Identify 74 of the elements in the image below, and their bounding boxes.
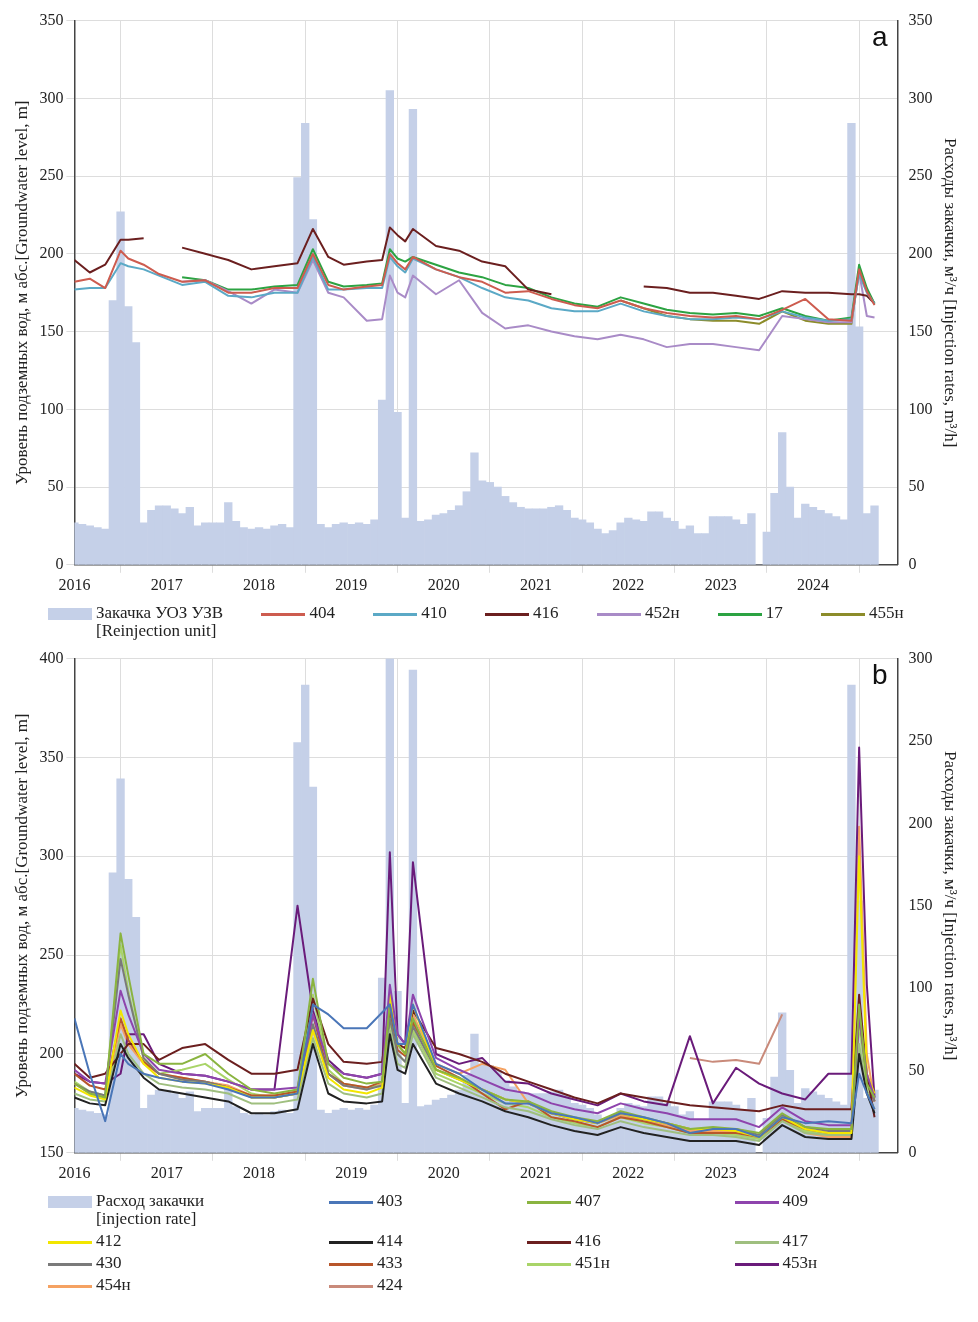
y-tick-label: 350 [39, 747, 64, 765]
y2-tick-label: 300 [908, 648, 933, 666]
x-tick-label: 2018 [243, 575, 276, 593]
y-tick-label: 200 [39, 1044, 64, 1062]
x-tick-label: 2019 [335, 575, 368, 593]
x-tick-label: 2024 [796, 1163, 829, 1181]
legend-label: 410 [421, 603, 447, 622]
legend-label: 454н [96, 1275, 131, 1294]
y-tick-label: 250 [39, 945, 64, 963]
legend-label: 17 [765, 603, 783, 622]
y2-axis-title: Расходы закачки, м³/ч [Injection rates, m³/h] [941, 137, 961, 448]
y2-tick-label: 200 [908, 813, 933, 831]
y2-tick-label: 0 [908, 1143, 917, 1160]
y2-tick-label: 150 [908, 321, 933, 339]
legend-label: Закачка УОЗ УЗВ [Reinjection unit] [96, 603, 224, 640]
legend-label: Расход закачки [injection rate] [96, 1191, 205, 1228]
y-tick-label: 350 [39, 10, 64, 28]
y2-tick-label: 200 [908, 244, 933, 262]
y2-tick-label: 350 [908, 10, 933, 28]
x-tick-label: 2024 [796, 575, 829, 593]
y-tick-label: 200 [39, 244, 64, 262]
x-tick-label: 2018 [243, 1163, 276, 1181]
y2-tick-label: 100 [908, 399, 933, 417]
x-tick-label: 2020 [427, 575, 460, 593]
y-tick-label: 150 [39, 1143, 64, 1160]
y2-tick-label: 150 [908, 895, 933, 913]
legend-label: 404 [309, 603, 335, 622]
legend-label: 452н [644, 603, 680, 622]
y2-tick-label: 0 [908, 555, 917, 572]
x-tick-label: 2022 [612, 1163, 645, 1181]
x-tick-label: 2017 [150, 575, 183, 593]
y-tick-label: 300 [39, 846, 64, 864]
x-tick-label: 2023 [704, 575, 737, 593]
legend-label: 414 [376, 1231, 403, 1250]
x-tick-label: 2021 [520, 1163, 553, 1181]
legend-label: 433 [376, 1253, 403, 1272]
legend-label: 424 [376, 1275, 403, 1294]
y-tick-label: 0 [55, 555, 64, 572]
legend-label: 430 [96, 1253, 122, 1272]
y-tick-label: 50 [47, 477, 64, 495]
x-tick-label: 2023 [704, 1163, 737, 1181]
legend-label: 409 [782, 1191, 809, 1210]
x-tick-label: 2019 [335, 1163, 368, 1181]
y2-tick-label: 100 [908, 978, 933, 996]
x-tick-label: 2016 [58, 575, 91, 593]
y-axis-title: Уровень подземных вод, м абс.[Groundwater level, m] [11, 713, 31, 1098]
x-tick-label: 2020 [427, 1163, 460, 1181]
x-tick-label: 2016 [58, 1163, 91, 1181]
legend-label: 453н [782, 1253, 818, 1272]
x-tick-label: 2017 [150, 1163, 183, 1181]
y-axis-title: Уровень подземных вод, м абс.[Groundwater level, m] [11, 100, 31, 485]
x-tick-label: 2022 [612, 575, 645, 593]
legend-label: 403 [376, 1191, 403, 1210]
y-tick-label: 250 [39, 166, 64, 184]
legend-label: 416 [575, 1231, 601, 1250]
legend-label: 407 [575, 1191, 601, 1210]
legend-label: 455н [869, 603, 904, 622]
y2-tick-label: 50 [908, 1060, 925, 1078]
y-tick-label: 400 [39, 648, 64, 666]
legend-label: 451н [575, 1253, 610, 1272]
y2-tick-label: 250 [908, 731, 933, 749]
y-tick-label: 300 [39, 88, 64, 106]
y2-axis-title: Расходы закачки, м³/ч [Injection rates, m³/h] [941, 750, 961, 1061]
annotation: b [872, 659, 888, 691]
y2-tick-label: 50 [908, 477, 925, 495]
y2-tick-label: 300 [908, 88, 933, 106]
legend-label: 417 [782, 1231, 809, 1250]
y-tick-label: 100 [39, 399, 64, 417]
y-tick-label: 150 [39, 321, 64, 339]
annotation: a [872, 21, 889, 53]
legend-label: 412 [96, 1231, 122, 1250]
y2-tick-label: 250 [908, 166, 933, 184]
legend-label: 416 [533, 603, 559, 622]
x-tick-label: 2021 [520, 575, 553, 593]
